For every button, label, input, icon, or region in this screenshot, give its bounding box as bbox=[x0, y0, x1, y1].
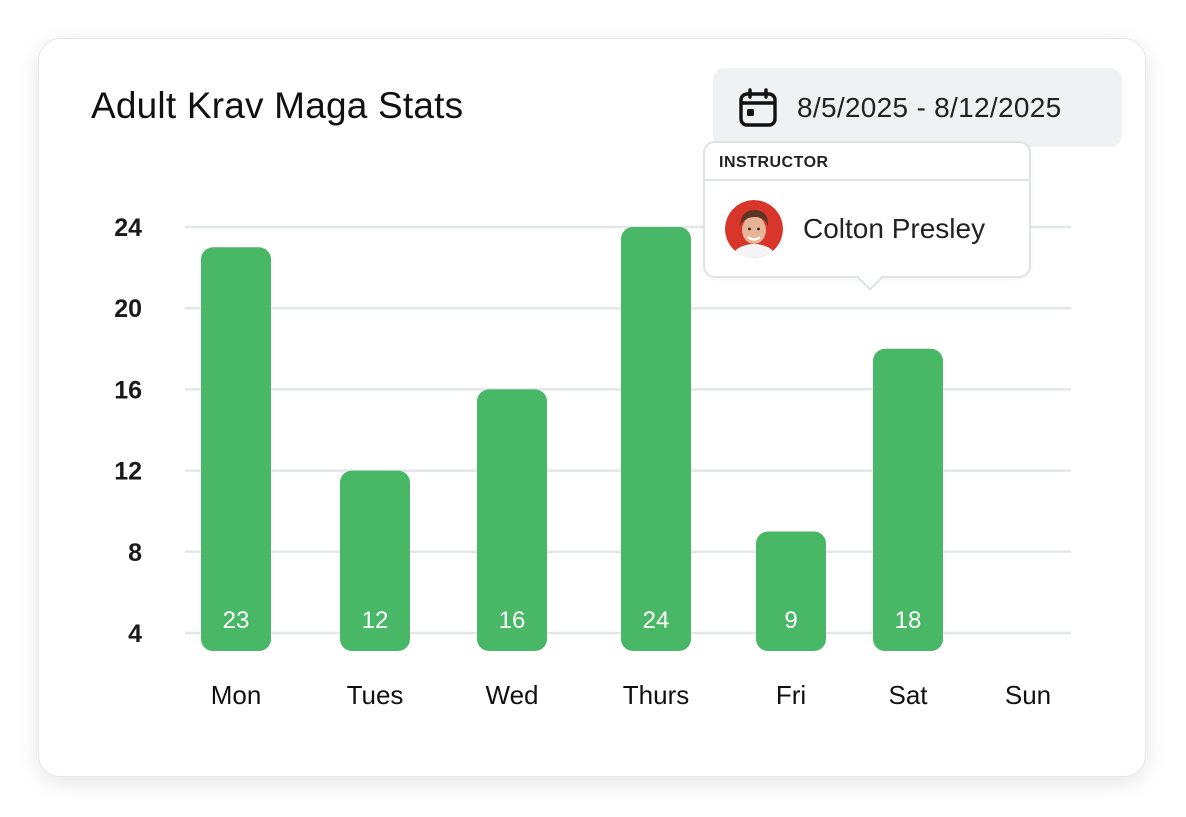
date-range-picker[interactable]: 8/5/2025 - 8/12/2025 bbox=[713, 68, 1122, 147]
avatar[interactable] bbox=[725, 199, 783, 258]
bar-thurs[interactable] bbox=[621, 227, 691, 651]
y-tick-label: 16 bbox=[114, 376, 142, 404]
page-title: Adult Krav Maga Stats bbox=[91, 85, 464, 126]
x-tick-label: Mon bbox=[211, 680, 262, 710]
bar-mon[interactable] bbox=[201, 247, 271, 652]
y-tick-label: 4 bbox=[128, 620, 142, 648]
date-range-text: 8/5/2025 - 8/12/2025 bbox=[797, 91, 1062, 123]
x-tick-label: Wed bbox=[486, 680, 539, 710]
y-tick-label: 8 bbox=[128, 539, 142, 567]
bar-value-label: 18 bbox=[895, 607, 922, 634]
bar-fri[interactable] bbox=[756, 531, 826, 652]
calendar-icon bbox=[739, 87, 777, 127]
bar-value-label: 16 bbox=[499, 607, 526, 634]
bar-wed[interactable] bbox=[477, 389, 547, 651]
bar-value-label: 23 bbox=[223, 607, 250, 634]
x-tick-label: Tues bbox=[347, 680, 404, 710]
y-tick-label: 24 bbox=[114, 214, 142, 242]
x-tick-label: Sun bbox=[1005, 680, 1051, 710]
x-tick-label: Fri bbox=[776, 680, 806, 710]
y-tick-label: 12 bbox=[114, 458, 142, 486]
bar-sat[interactable] bbox=[873, 348, 943, 651]
bar-tues[interactable] bbox=[340, 470, 410, 651]
bar-value-label: 12 bbox=[362, 607, 389, 634]
x-tick-label: Thurs bbox=[623, 680, 689, 710]
instructor-tooltip: INSTRUCTOR Colton Presley bbox=[703, 141, 1031, 291]
tooltip-label: INSTRUCTOR bbox=[705, 143, 1029, 181]
instructor-name: Colton Presley bbox=[803, 212, 986, 244]
bar-value-label: 9 bbox=[784, 607, 797, 634]
y-tick-label: 20 bbox=[114, 295, 142, 323]
avatar-image bbox=[725, 199, 783, 258]
bar-value-label: 24 bbox=[643, 607, 670, 634]
x-tick-label: Sat bbox=[888, 680, 928, 710]
